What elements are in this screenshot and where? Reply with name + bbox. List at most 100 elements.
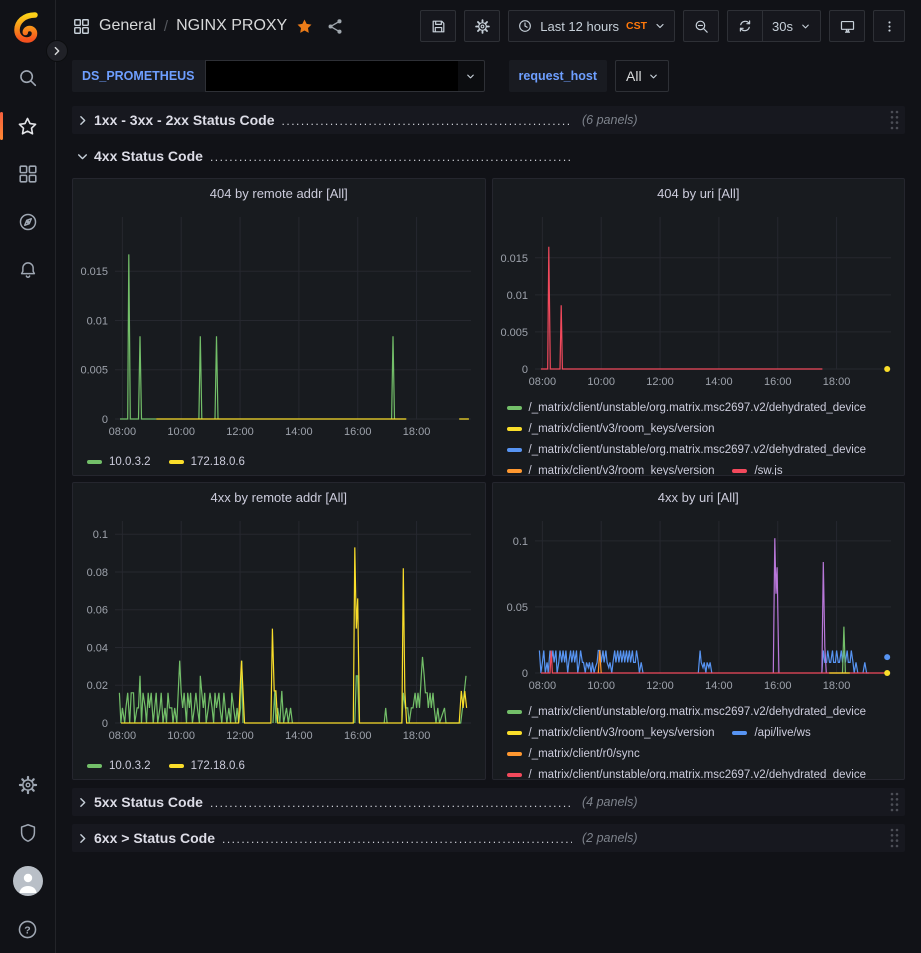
svg-text:14:00: 14:00 (285, 730, 313, 742)
svg-text:0.015: 0.015 (80, 266, 108, 278)
sidebar-item-explore[interactable] (4, 198, 52, 246)
row-4xx-status-code[interactable]: 4xx Status Code ........................… (72, 142, 905, 170)
legend-item[interactable]: 10.0.3.2 (87, 456, 151, 468)
favorite-star-icon[interactable] (295, 17, 314, 36)
row-title: 6xx > Status Code (94, 830, 215, 846)
time-range-picker[interactable]: Last 12 hours CST (508, 10, 676, 42)
sidebar-item-help[interactable]: ? (4, 905, 52, 953)
save-dashboard-button[interactable] (420, 10, 457, 42)
panel-title[interactable]: 404 by uri [All] (657, 185, 740, 201)
svg-text:14:00: 14:00 (285, 426, 313, 438)
row-title: 4xx Status Code (94, 148, 203, 164)
row-panel-count: (6 panels) (582, 113, 638, 127)
legend-item[interactable]: 172.18.0.6 (168, 456, 245, 468)
sidebar-item-search[interactable] (4, 54, 52, 102)
grafana-logo[interactable] (8, 8, 48, 48)
legend-item[interactable]: /_matrix/client/unstable/org.matrix.msc2… (506, 769, 866, 779)
panel-title[interactable]: 4xx by remote addr [All] (210, 489, 348, 505)
legend-item[interactable]: /_matrix/client/unstable/org.matrix.msc2… (506, 443, 867, 456)
datasource-value-redacted (205, 61, 458, 91)
breadcrumb-section[interactable]: General (99, 17, 156, 34)
chevron-down-icon (76, 150, 89, 163)
chevron-right-icon (76, 796, 89, 809)
legend-row: /_matrix/client/unstable/org.matrix.msc2… (506, 397, 897, 418)
row-drag-handle[interactable] (889, 827, 899, 849)
sidebar: ? (0, 0, 56, 953)
svg-text:0.02: 0.02 (87, 680, 108, 692)
shield-icon (20, 824, 35, 842)
svg-text:0.005: 0.005 (500, 327, 528, 339)
legend-item[interactable]: /_matrix/client/v3/room_keys/version (506, 423, 714, 435)
time-series-chart[interactable]: 08:00 10:00 12:00 14:00 16:00 18:00 0 0.05 0.1 (493, 511, 903, 697)
svg-text:0.08: 0.08 (87, 567, 108, 579)
svg-text:0.06: 0.06 (87, 605, 108, 617)
svg-text:0: 0 (102, 718, 108, 730)
sidebar-item-dashboards[interactable] (4, 150, 52, 198)
row-leader-dots: ........................................… (222, 832, 572, 846)
gear-icon (18, 775, 37, 795)
chevron-right-icon (76, 832, 89, 845)
sidebar-item-alerting[interactable] (4, 246, 52, 294)
legend-item[interactable]: /sw.js (732, 464, 783, 476)
legend-item[interactable]: /_matrix/client/v3/room_keys/version (506, 465, 714, 475)
sidebar-item-configuration[interactable] (4, 761, 52, 809)
legend-item[interactable]: /_matrix/client/unstable/org.matrix.msc2… (506, 706, 866, 718)
svg-text:0.015: 0.015 (500, 253, 528, 265)
panel-404-by-uri: 404 by uri [All] 08:00 10:00 12:00 14:00 16:… (491, 178, 905, 476)
legend-row: /_matrix/client/v3/room_keys/version/api… (506, 722, 897, 743)
legend-item[interactable]: /_matrix/client/v3/room_keys/version (506, 726, 715, 739)
legend-item[interactable]: 10.0.3.2 (87, 760, 151, 772)
chevron-right-icon (54, 46, 60, 56)
legend-item[interactable]: 172.18.0.6 (168, 760, 245, 772)
svg-text:08:00: 08:00 (109, 426, 137, 438)
more-options-button[interactable] (873, 10, 905, 42)
top-nav: General / NGINX PROXY (56, 0, 921, 52)
legend-label: /sw.js (754, 464, 783, 476)
refresh-interval-select[interactable]: 30s (762, 11, 820, 41)
share-icon[interactable] (326, 17, 345, 36)
zoom-out-time-button[interactable] (683, 10, 720, 42)
legend-swatch (168, 763, 184, 768)
refresh-group: 30s (727, 10, 821, 42)
row-5xx-status-code[interactable]: 5xx Status Code ........................… (72, 788, 905, 816)
legend-label: /_matrix/client/unstable/org.matrix.msc2… (528, 443, 867, 456)
panel-title[interactable]: 4xx by uri [All] (657, 489, 739, 505)
kebab-menu-icon (887, 20, 891, 32)
breadcrumb-dashboard-title[interactable]: NGINX PROXY (176, 17, 288, 34)
active-indicator (0, 112, 3, 140)
chevron-down-icon (802, 24, 809, 28)
chevron-down-icon (644, 71, 664, 82)
sidebar-item-starred[interactable] (0, 102, 52, 150)
refresh-button[interactable] (728, 11, 762, 41)
legend-swatch (506, 772, 522, 777)
legend-item[interactable]: /api/live/ws (732, 727, 811, 739)
svg-text:12:00: 12:00 (646, 680, 674, 692)
legend-item[interactable]: /_matrix/client/unstable/org.matrix.msc2… (506, 402, 866, 414)
bell-icon (20, 262, 35, 278)
row-6xx-status-code[interactable]: 6xx > Status Code ......................… (72, 824, 905, 852)
avatar (12, 866, 43, 896)
dashboard-settings-button[interactable] (464, 10, 501, 42)
legend-label: 10.0.3.2 (109, 455, 151, 468)
chevron-down-icon (458, 71, 484, 82)
breadcrumb-separator: / (163, 17, 169, 35)
row-drag-handle[interactable] (889, 109, 899, 131)
sidebar-expand-button[interactable] (46, 40, 68, 62)
sidebar-item-server-admin[interactable] (4, 809, 52, 857)
tv-mode-button[interactable] (829, 10, 865, 42)
datasource-select[interactable] (204, 60, 485, 92)
time-series-chart[interactable]: 08:00 10:00 12:00 14:00 16:00 18:00 0 0.02 0.04 0… (73, 511, 483, 747)
legend-item[interactable]: /_matrix/client/r0/sync (506, 748, 640, 760)
search-icon (19, 70, 36, 87)
time-series-chart[interactable]: 08:00 10:00 12:00 14:00 16:00 18:00 0 0.005 0.01… (73, 207, 483, 443)
row-1xx-3xx-2xx-status-code[interactable]: 1xx - 3xx - 2xx Status Code ............… (72, 106, 905, 134)
sidebar-item-profile[interactable] (4, 857, 52, 905)
row-drag-handle[interactable] (889, 791, 899, 813)
panel-title[interactable]: 404 by remote addr [All] (209, 185, 348, 201)
legend-label: /_matrix/client/v3/room_keys/version (528, 726, 715, 739)
sidebar-bottom: ? (4, 761, 52, 953)
time-series-chart[interactable]: 08:00 10:00 12:00 14:00 16:00 18:00 0 0.005 0.01… (493, 207, 903, 393)
grafana-flame-icon (13, 12, 38, 43)
request-host-select[interactable]: All (615, 60, 669, 92)
